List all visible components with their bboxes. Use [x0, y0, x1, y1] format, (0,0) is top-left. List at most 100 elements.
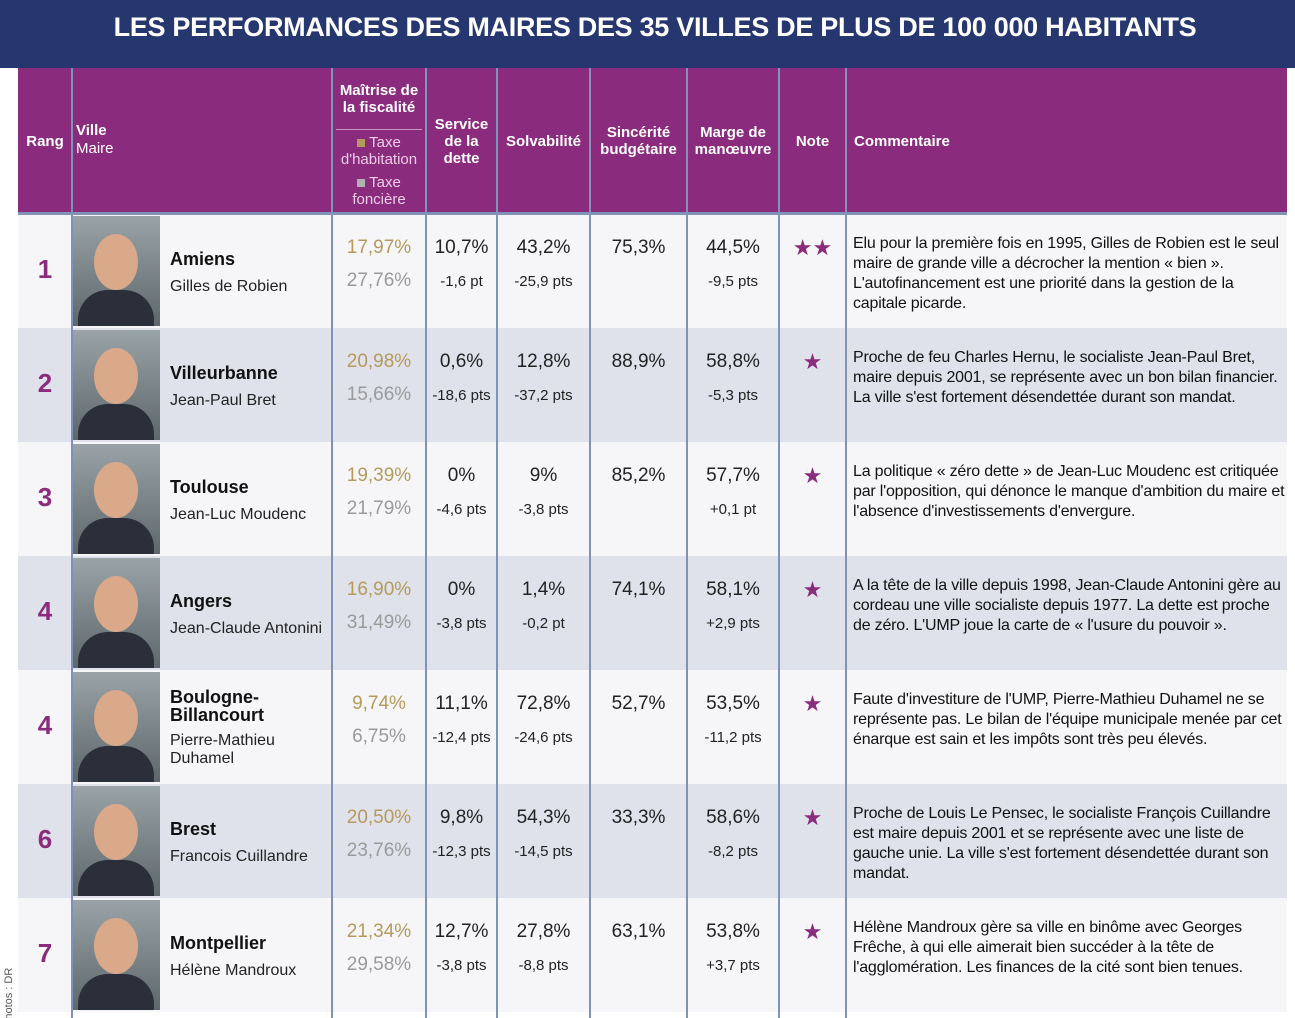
variation: -3,8 pts [426, 957, 497, 974]
header-cell: Note [782, 68, 843, 214]
value: 75,3% [590, 237, 687, 259]
tax-housing: 21,34% [332, 921, 426, 943]
value: 63,1% [590, 921, 687, 943]
city: Toulouse [170, 478, 280, 496]
legend-swatch [357, 139, 365, 147]
value: 74,1% [590, 579, 687, 601]
value: 27,8% [497, 921, 590, 943]
tax-land: 31,49% [332, 612, 426, 634]
column-rule [496, 68, 498, 1018]
legend-swatch [357, 179, 365, 187]
variation: -14,5 pts [497, 843, 590, 860]
value: 72,8% [497, 693, 590, 715]
title: LES PERFORMANCES DES MAIRES DES 35 VILLE… [0, 12, 1295, 43]
photo-body [78, 632, 154, 668]
note: ★ [779, 691, 846, 717]
photo [72, 444, 160, 554]
column-rule [71, 68, 73, 1018]
photo [72, 558, 160, 668]
variation: -4,6 pts [426, 501, 497, 518]
variation: -8,8 pts [497, 957, 590, 974]
variation: -25,9 pts [497, 273, 590, 290]
variation: -37,2 pts [497, 387, 590, 404]
column-rule [686, 68, 688, 1018]
value: 88,9% [590, 351, 687, 373]
value: 1,4% [497, 579, 590, 601]
tax-housing: 20,50% [332, 807, 426, 829]
note: ★ [779, 577, 846, 603]
value: 44,5% [687, 237, 779, 259]
column-rule [845, 68, 847, 1018]
comment: Proche de Louis Le Pensec, le socialiste… [853, 804, 1285, 884]
value: 0,6% [426, 351, 497, 373]
header-cell: Commentaire [854, 68, 1154, 214]
photo-face [94, 804, 138, 860]
city: Montpellier [170, 934, 280, 952]
tax-land: 21,79% [332, 498, 426, 520]
value: 11,1% [426, 693, 497, 715]
comment: Proche de feu Charles Hernu, le socialis… [853, 348, 1285, 408]
rank: 4 [18, 596, 72, 627]
comment: A la tête de la ville depuis 1998, Jean-… [853, 576, 1285, 636]
photo-body [78, 518, 154, 554]
tax-land: 6,75% [332, 726, 426, 748]
value: 54,3% [497, 807, 590, 829]
column-rule [589, 68, 591, 1018]
photo [72, 900, 160, 1010]
mayor: Jean-Luc Moudenc [170, 506, 330, 524]
rank: 2 [18, 368, 72, 399]
value: 12,7% [426, 921, 497, 943]
variation: -3,8 pts [426, 615, 497, 632]
value: 57,7% [687, 465, 779, 487]
photo [72, 216, 160, 326]
photo [72, 786, 160, 896]
variation: -12,4 pts [426, 729, 497, 746]
header-rule [18, 212, 1287, 215]
photo-face [94, 576, 138, 632]
value: 33,3% [590, 807, 687, 829]
header-cell: Taxe d'habitation [332, 134, 426, 168]
variation: +3,7 pts [687, 957, 779, 974]
photo-body [78, 404, 154, 440]
value: 9% [497, 465, 590, 487]
header-cell: Maîtrise de la fiscalité [332, 70, 426, 128]
header-cell: Sincérité budgétaire [593, 68, 684, 214]
city: Brest [170, 820, 280, 838]
value: 53,5% [687, 693, 779, 715]
value: 0% [426, 465, 497, 487]
rank: 6 [18, 824, 72, 855]
value: 53,8% [687, 921, 779, 943]
photo-credit: Photos : DR [3, 927, 17, 1018]
tax-housing: 19,39% [332, 465, 426, 487]
tax-land: 29,58% [332, 954, 426, 976]
rank: 1 [18, 254, 72, 285]
comment: Elu pour la première fois en 1995, Gille… [853, 234, 1285, 314]
photo-body [78, 290, 154, 326]
photo [72, 330, 160, 440]
value: 58,8% [687, 351, 779, 373]
header-line [336, 129, 422, 130]
note: ★ [779, 463, 846, 489]
photo-face [94, 348, 138, 404]
variation: -9,5 pts [687, 273, 779, 290]
header-cell: Maire [76, 140, 226, 157]
photo-body [78, 860, 154, 896]
photo [72, 672, 160, 782]
value: 52,7% [590, 693, 687, 715]
mayor: Gilles de Robien [170, 278, 330, 296]
variation: -3,8 pts [497, 501, 590, 518]
variation: -5,3 pts [687, 387, 779, 404]
variation: -12,3 pts [426, 843, 497, 860]
photo-face [94, 690, 138, 746]
variation: -8,2 pts [687, 843, 779, 860]
variation: -24,6 pts [497, 729, 590, 746]
column-rule [425, 68, 427, 1018]
tax-land: 27,76% [332, 270, 426, 292]
tax-housing: 20,98% [332, 351, 426, 373]
column-rule [778, 68, 780, 1018]
header-cell: Rang [18, 68, 72, 214]
mayor: Francois Cuillandre [170, 848, 330, 866]
mayor: Jean-Claude Antonini [170, 620, 330, 638]
mayor: Hélène Mandroux [170, 962, 330, 980]
value: 85,2% [590, 465, 687, 487]
